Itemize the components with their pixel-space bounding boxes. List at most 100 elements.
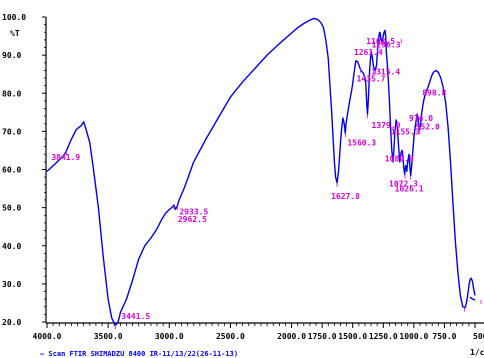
spectrum-point [278,43,280,45]
spectrum-point [406,171,408,172]
spectrum-point [431,75,432,77]
spectrum-point [175,209,176,210]
spectrum-point [183,188,185,190]
peak-label: 1261.4 [354,48,383,57]
spectrum-point [343,123,345,125]
spectrum-point [462,306,464,308]
spectrum-point [466,302,467,304]
spectrum-point [52,165,54,167]
peak-label: 2962.5 [178,215,207,224]
spectrum-point [440,77,442,79]
spectrum-point [380,38,382,40]
x-tick-label: 1500.0 [338,332,367,341]
spectrum-point [429,81,431,83]
spectrum-point [420,123,421,125]
spectrum-point [469,296,471,298]
y-tick-label: 20.0 [2,318,21,327]
peak-label: 1435.7 [357,74,386,83]
spectrum-point [369,70,370,71]
spectrum-point [435,70,437,71]
y-axis-unit-label: %T [10,29,20,38]
spectrum-point [368,98,369,100]
spectrum-point [472,281,473,283]
spectrum-point [370,50,372,52]
spectrum-point [384,29,386,31]
spectrum-point [376,64,377,66]
spectrum-point [412,157,413,159]
spectrum-point [358,64,360,66]
spectrum-point [474,294,476,296]
peak-label: 1296.3 [372,40,401,49]
x-tick-label: 2000.0 [277,332,306,341]
spectrum-point [351,90,352,92]
spectrum-point [398,146,399,148]
spectrum-point [400,151,402,153]
peak-label: 1379.0 [372,121,401,130]
peak-label: 898.8 [422,88,446,97]
spectrum-point [455,241,456,243]
peak-label: 3841.9 [51,153,80,162]
spectrum-point [353,73,355,75]
spectrum-point [187,178,189,180]
spectrum-point [68,144,70,146]
x-tick-label: 3500.0 [94,332,123,341]
spectrum-point [217,117,219,119]
spectrum-point [468,285,470,287]
spectrum-point [83,121,85,123]
spectrum-point [399,161,401,163]
spectrum-point [75,129,77,130]
spectrum-point [365,79,366,81]
spectrum-point [393,148,395,149]
spectrum-point [427,87,429,88]
spectrum-point [363,75,365,77]
spectrum-point [230,96,231,98]
spectrum-point [473,289,475,290]
spectrum-point [309,19,311,21]
y-tick-label: 60.0 [2,166,21,175]
spectrum-point [352,83,354,85]
spectrum-point [340,142,341,144]
peak-label: 1026.1 [395,185,424,194]
spectrum-point [320,22,322,24]
spectrum-point [379,31,380,33]
spectrum-point [408,153,410,155]
spectrum-point [193,161,195,163]
spectrum-point [171,207,173,209]
spectrum-point [464,307,466,308]
y-tick-label: 90.0 [2,51,21,60]
x-tick-label: 3000.0 [155,332,184,341]
spectrum-point [409,169,411,171]
peak-label: 1315.4 [371,67,400,76]
spectrum-point [442,87,444,88]
spectrum-point [402,155,404,157]
spectrum-line-1 [46,17,476,326]
spectrum-point [313,18,314,19]
spectrum-point [156,228,158,230]
x-tick-label: 2500.0 [216,332,245,341]
spectrum-point [467,294,469,296]
spectrum-point [373,66,374,67]
spectrum-point [323,26,324,28]
spectrum-point [254,68,256,69]
spectrum-point [338,169,340,170]
spectrum-point [401,150,403,151]
peak-label: 1072.3 [389,179,418,188]
spectrum-point [347,111,349,113]
spectrum-point [85,129,87,130]
y-tick-label: 50.0 [2,204,21,213]
spectrum-point [98,207,99,209]
spectrum-point [46,171,48,172]
peak-label: 1155.3 [391,128,420,137]
peak-label: 3441.5 [121,312,150,321]
spectrum-point [362,71,363,73]
spectrum-point [414,127,416,128]
spectrum-point [417,116,419,118]
spectrum-point [403,167,405,169]
spectrum-point [327,58,329,60]
spectrum-point [445,102,447,104]
spectrum-point [405,165,407,167]
spectrum-point [334,161,335,163]
spectrum-point [335,176,336,178]
